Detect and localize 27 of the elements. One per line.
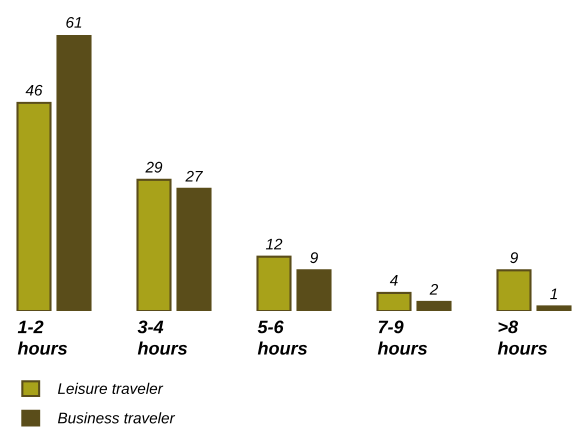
x-tick-label: 1-2 hours <box>18 320 68 355</box>
bar <box>376 292 412 311</box>
x-tick-label: 5-6 hours <box>258 320 308 355</box>
bar <box>256 256 292 311</box>
data-label: 2 <box>430 284 438 295</box>
data-label: 46 <box>26 84 42 96</box>
x-tick-label: >8 hours <box>498 320 548 355</box>
data-label: 61 <box>66 16 82 28</box>
x-tick-label: 3-4 hours <box>138 320 188 355</box>
data-label: 27 <box>185 170 203 182</box>
bar <box>176 188 212 311</box>
data-label: 29 <box>145 162 162 173</box>
x-tick-label: 7-9 hours <box>378 320 428 355</box>
bar <box>16 102 52 311</box>
data-label: 12 <box>266 238 282 250</box>
data-label: 4 <box>390 275 398 286</box>
data-label: 9 <box>510 252 518 264</box>
data-label: 9 <box>310 252 318 264</box>
bar <box>296 269 332 311</box>
bar <box>56 35 92 311</box>
legend-label: Leisure traveler <box>58 382 164 394</box>
bar <box>536 305 572 311</box>
bar <box>496 269 532 311</box>
bar <box>416 300 452 311</box>
legend-label: Business traveler <box>58 412 176 424</box>
data-label: 1 <box>550 288 557 300</box>
bar <box>136 178 172 311</box>
